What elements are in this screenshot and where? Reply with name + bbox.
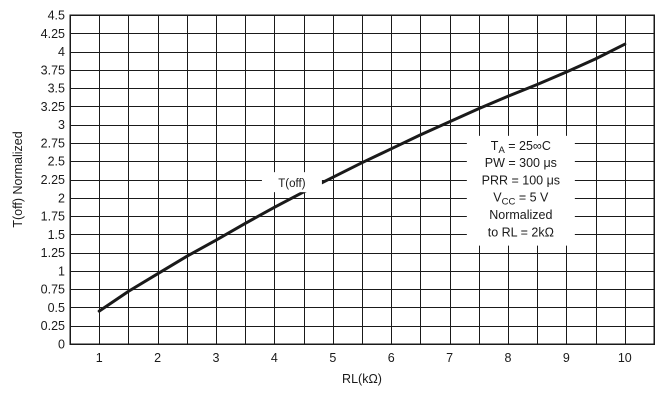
- x-tick-label: 10: [618, 351, 632, 365]
- y-tick-label: 3: [58, 118, 65, 132]
- y-tick-label: 1.5: [48, 228, 65, 242]
- condition-line: Normalized: [489, 208, 552, 222]
- condition-line: PRR = 100 μs: [482, 173, 560, 187]
- y-tick-label: 3.25: [41, 100, 65, 114]
- y-axis-label: T(off) Normalized: [11, 131, 25, 227]
- x-tick-label: 7: [446, 351, 453, 365]
- y-tick-label: 1.25: [41, 246, 65, 260]
- x-tick-label: 2: [154, 351, 161, 365]
- x-tick-label: 9: [563, 351, 570, 365]
- x-tick-label: 1: [96, 351, 103, 365]
- y-tick-label: 2.5: [48, 155, 65, 169]
- y-tick-labels: 0 0.25 0.5 0.75 1 1.25 1.5 1.75 2 2.25 2.5 2.75 3 3.2…: [41, 9, 65, 352]
- y-tick-label: 4.5: [48, 9, 65, 23]
- grid-layer: [70, 15, 654, 345]
- y-tick-label: 0: [58, 338, 65, 352]
- x-tick-label: 8: [505, 351, 512, 365]
- condition-line: TA = 25∞C: [491, 139, 551, 156]
- series-line-t-off: [97, 42, 627, 313]
- series-label-background: [261, 172, 322, 193]
- x-tick-label: 3: [213, 351, 220, 365]
- y-tick-label: 1.75: [41, 210, 65, 224]
- x-axis-label: RL(kΩ): [342, 372, 382, 386]
- y-tick-label: 2.25: [41, 173, 65, 187]
- y-tick-label: 1: [58, 264, 65, 278]
- plot-frame: [69, 14, 655, 345]
- x-tick-labels: 1 2 3 4 5 6 7 8 9 10: [96, 351, 632, 365]
- y-tick-label: 0.25: [41, 319, 65, 333]
- y-tick-label: 4.25: [41, 27, 65, 41]
- series-layer: [97, 42, 627, 313]
- y-tick-label: 4: [58, 45, 65, 59]
- x-tick-label: 5: [329, 351, 336, 365]
- y-tick-label: 2: [58, 191, 65, 205]
- x-tick-label: 6: [388, 351, 395, 365]
- x-tick-label: 4: [271, 351, 278, 365]
- y-tick-label: 2.75: [41, 136, 65, 150]
- series-label-t-off: T(off): [278, 178, 305, 190]
- conditions-box-background: [466, 135, 575, 246]
- annotation-layer: T(off) TA = 25∞CPW = 300 μs PRR = 100 μs VC…: [261, 135, 575, 246]
- y-tick-label: 3.5: [48, 82, 65, 96]
- condition-line: VCC = 5 V: [493, 191, 549, 208]
- condition-line: PW = 300 μs: [485, 156, 557, 170]
- y-tick-label: 0.5: [48, 301, 65, 315]
- y-tick-label: 0.75: [41, 283, 65, 297]
- y-tick-label: 3.75: [41, 63, 65, 77]
- condition-line: to RL = 2kΩ: [488, 225, 554, 239]
